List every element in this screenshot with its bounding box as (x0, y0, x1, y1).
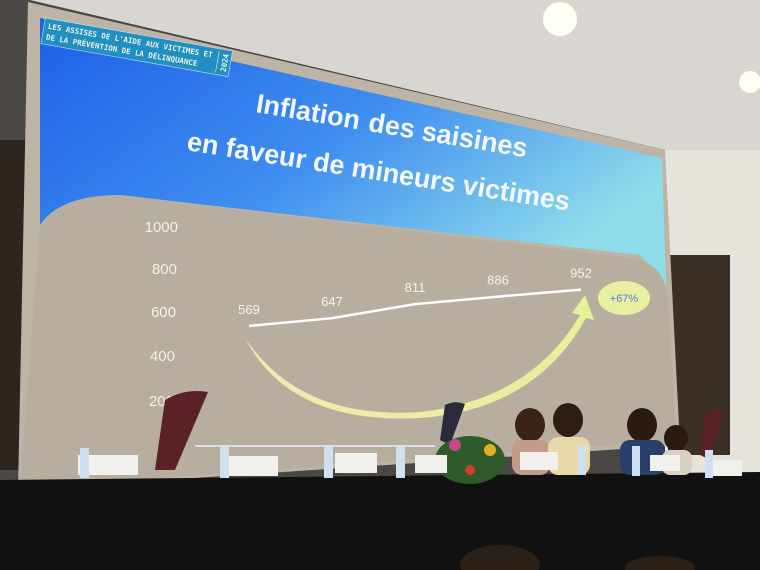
data-label: 952 (570, 266, 592, 281)
growth-arrow (245, 295, 594, 419)
y-tick-label: 800 (152, 261, 177, 278)
slide-header-band (40, 18, 666, 285)
y-tick-label: 400 (150, 348, 175, 365)
data-label: 886 (487, 273, 509, 288)
water-bottles (80, 445, 713, 478)
data-label: 569 (238, 302, 260, 317)
ceiling-light (739, 71, 760, 93)
growth-badge-text: +67% (610, 293, 639, 305)
y-tick-label: 1000 (145, 219, 178, 236)
data-label: 647 (321, 294, 343, 309)
data-label: 811 (405, 280, 426, 295)
banner-flag (440, 402, 465, 445)
y-tick-label: 600 (151, 304, 176, 321)
banner-flag (155, 391, 208, 470)
ceiling (30, 0, 760, 190)
ceiling-light (543, 2, 577, 36)
panel-table (0, 472, 760, 570)
name-cards (78, 452, 742, 476)
bouquet (435, 436, 505, 484)
audience-head (625, 556, 695, 570)
data-line (248, 288, 582, 328)
banner-flag (700, 410, 724, 460)
banner-year: 2024 (219, 53, 231, 73)
stage-light-strip (195, 445, 435, 447)
audience-head (460, 545, 540, 570)
growth-badge (598, 281, 650, 315)
